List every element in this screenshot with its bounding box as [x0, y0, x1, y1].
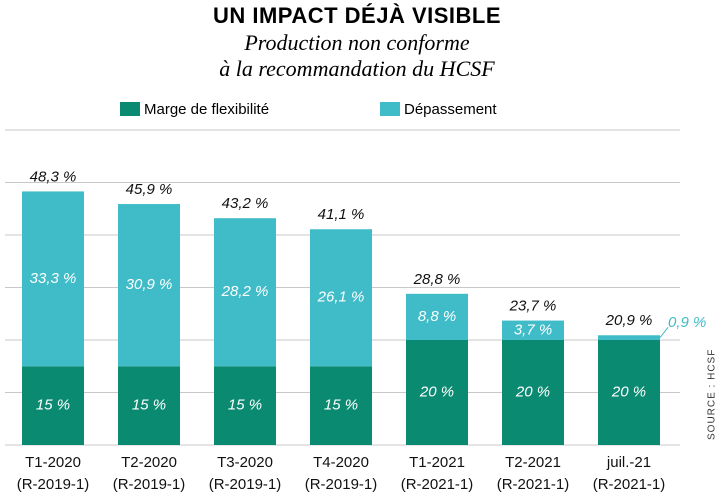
total-label: 41,1 % [318, 206, 365, 223]
x-tick-label: T1-2021 [409, 454, 465, 471]
total-label: 45,9 % [126, 181, 173, 198]
bar-segment [22, 366, 84, 445]
bar-segment [598, 335, 660, 340]
x-tick-label: (R-2019-1) [209, 476, 282, 493]
total-label: 23,7 % [509, 298, 557, 315]
value-label: 28,2 % [221, 283, 269, 300]
x-tick-label: T2-2021 [505, 454, 561, 471]
chart-title: UN IMPACT DÉJÀ VISIBLE [213, 3, 501, 28]
bar-segment [502, 320, 564, 340]
bar-segment [310, 229, 372, 367]
value-label: 15 % [36, 397, 70, 414]
x-tick-label: (R-2021-1) [593, 476, 666, 493]
x-tick-label: (R-2021-1) [401, 476, 474, 493]
legend-swatch [380, 102, 400, 116]
bar-segment [214, 218, 276, 367]
value-label: 33,3 % [30, 270, 77, 287]
total-label: 43,2 % [222, 195, 269, 212]
value-label: 26,1 % [317, 289, 365, 306]
value-label: 20 % [515, 383, 550, 400]
chart-subtitle: Production non conforme [243, 30, 469, 55]
x-tick-label: T4-2020 [313, 454, 369, 471]
bar-segment [406, 340, 468, 445]
bar-segment [118, 204, 180, 367]
x-tick-label: T2-2020 [121, 454, 177, 471]
bar-segment [406, 293, 468, 340]
legend-label: Marge de flexibilité [144, 101, 269, 118]
bar-segment [598, 340, 660, 445]
value-label: 8,8 % [418, 308, 456, 325]
value-label: 15 % [324, 397, 358, 414]
x-tick-label: (R-2019-1) [113, 476, 186, 493]
bar-segment [118, 366, 180, 445]
total-label: 28,8 % [413, 271, 461, 288]
value-label: 15 % [132, 397, 166, 414]
bar-segment [502, 340, 564, 445]
x-tick-label: (R-2019-1) [17, 476, 90, 493]
value-label: 30,9 % [126, 276, 173, 293]
chart-subtitle: à la recommandation du HCSF [219, 56, 495, 81]
legend-label: Dépassement [404, 101, 497, 118]
value-label: 20 % [611, 383, 646, 400]
x-tick-label: (R-2019-1) [305, 476, 378, 493]
value-label: 0,9 % [668, 314, 706, 331]
bar-segment [310, 366, 372, 445]
x-tick-label: juil.-21 [606, 454, 651, 471]
value-label: 20 % [419, 383, 454, 400]
value-label: 15 % [228, 397, 262, 414]
value-label: 3,7 % [514, 321, 552, 338]
x-tick-label: (R-2021-1) [497, 476, 570, 493]
total-label: 48,3 % [30, 168, 77, 185]
x-tick-label: T3-2020 [217, 454, 273, 471]
leader-line [659, 326, 669, 338]
bar-segment [22, 191, 84, 367]
bar-segment [214, 366, 276, 445]
x-tick-label: T1-2020 [25, 454, 81, 471]
source: SOURCE : HCSF [707, 349, 718, 440]
total-label: 20,9 % [605, 312, 653, 329]
legend-swatch [120, 102, 140, 116]
